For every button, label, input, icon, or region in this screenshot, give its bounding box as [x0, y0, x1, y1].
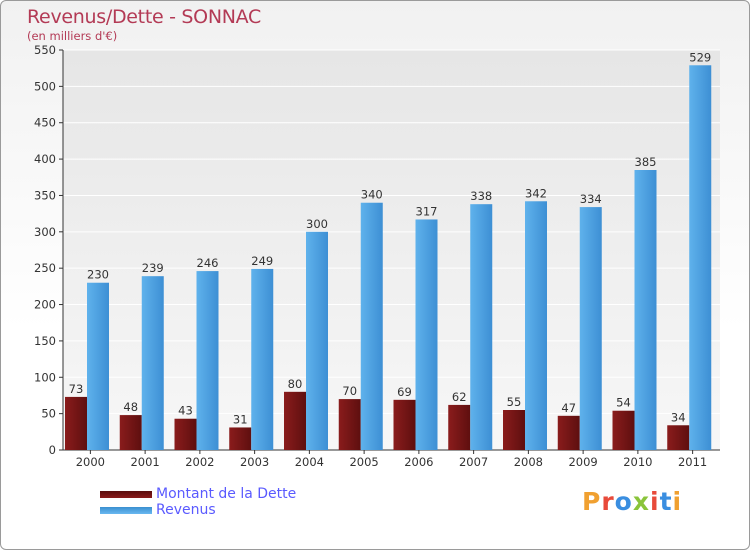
- bar-dette: [557, 415, 580, 450]
- bar-revenus: [196, 271, 219, 450]
- data-label-revenus: 249: [251, 254, 273, 268]
- bar-revenus: [634, 170, 657, 450]
- data-label-revenus: 342: [525, 186, 547, 200]
- data-label-dette: 70: [342, 384, 357, 398]
- x-tick-label: 2004: [295, 455, 324, 469]
- data-label-dette: 34: [671, 410, 686, 424]
- data-label-revenus: 385: [635, 155, 657, 169]
- chart-title: Revenus/Dette - SONNAC: [27, 6, 261, 28]
- bar-dette: [65, 396, 87, 450]
- bar-revenus: [470, 204, 493, 450]
- bar-dette: [448, 404, 471, 450]
- y-tick-label: 350: [34, 188, 56, 202]
- logo-letter: o: [614, 487, 633, 516]
- bar-revenus: [87, 282, 109, 450]
- chart-subtitle: (en milliers d'€): [27, 29, 118, 43]
- data-label-revenus: 230: [87, 268, 109, 282]
- logo-letter: r: [601, 487, 615, 516]
- y-tick-label: 400: [34, 152, 56, 166]
- y-tick-label: 250: [34, 261, 56, 275]
- bar-dette: [229, 427, 252, 450]
- data-label-dette: 31: [233, 412, 248, 426]
- plot-area: [63, 50, 720, 450]
- legend-label-dette: Montant de la Dette: [156, 486, 297, 502]
- bar-dette: [393, 399, 416, 450]
- y-tick-label: 100: [34, 370, 56, 384]
- data-label-dette: 47: [561, 401, 576, 415]
- data-label-revenus: 529: [689, 50, 711, 64]
- bar-dette: [284, 391, 306, 450]
- x-tick-label: 2009: [568, 455, 597, 469]
- logo-letter: i: [672, 487, 683, 516]
- legend-label-revenus: Revenus: [156, 502, 216, 518]
- y-tick-label: 550: [34, 43, 56, 57]
- data-label-revenus: 239: [142, 261, 164, 275]
- legend-swatch-revenus: [100, 506, 152, 514]
- data-label-revenus: 340: [361, 188, 383, 202]
- y-tick-label: 450: [34, 116, 56, 130]
- data-label-dette: 48: [123, 400, 138, 414]
- bar-revenus: [415, 219, 438, 450]
- data-label-dette: 73: [69, 382, 84, 396]
- data-label-dette: 54: [616, 396, 631, 410]
- bar-dette: [174, 418, 197, 450]
- y-tick-label: 500: [34, 79, 56, 93]
- bar-revenus: [360, 202, 383, 450]
- bar-revenus: [689, 65, 712, 450]
- bar-revenus: [251, 268, 274, 450]
- bar-dette: [667, 425, 690, 450]
- bar-revenus: [525, 201, 547, 450]
- data-label-dette: 69: [397, 385, 412, 399]
- bar-dette: [119, 415, 142, 450]
- x-tick-label: 2002: [185, 455, 214, 469]
- y-tick-label: 150: [34, 334, 56, 348]
- bar-dette: [612, 410, 635, 450]
- proxiti-logo: Proxiti: [582, 487, 682, 516]
- data-label-revenus: 246: [197, 256, 219, 270]
- x-tick-label: 2005: [349, 455, 378, 469]
- y-tick-label: 300: [34, 225, 56, 239]
- x-tick-label: 2008: [514, 455, 543, 469]
- logo-letter: P: [582, 487, 602, 516]
- x-tick-label: 2003: [240, 455, 269, 469]
- bar-revenus: [579, 207, 602, 450]
- data-label-revenus: 317: [416, 204, 438, 218]
- legend: Montant de la Dette Revenus: [100, 486, 296, 518]
- bar-dette: [338, 399, 361, 450]
- bar-dette: [503, 410, 525, 450]
- data-label-dette: 43: [178, 404, 193, 418]
- legend-swatch-dette: [100, 490, 152, 498]
- data-label-dette: 80: [288, 377, 303, 391]
- data-label-revenus: 334: [580, 192, 602, 206]
- data-label-dette: 62: [452, 390, 467, 404]
- y-tick-label: 200: [34, 298, 56, 312]
- x-tick-label: 2011: [678, 455, 707, 469]
- x-tick-label: 2006: [404, 455, 433, 469]
- x-tick-label: 2001: [130, 455, 159, 469]
- y-tick-label: 50: [41, 407, 56, 421]
- data-label-revenus: 300: [306, 217, 328, 231]
- x-tick-label: 2010: [623, 455, 652, 469]
- bar-revenus: [141, 276, 164, 450]
- logo-letter: t: [659, 487, 673, 516]
- x-tick-label: 2000: [76, 455, 105, 469]
- y-tick-label: 0: [49, 443, 56, 457]
- logo-letter: i: [650, 487, 660, 516]
- legend-item-revenus: Revenus: [100, 502, 296, 518]
- data-label-revenus: 338: [470, 189, 492, 203]
- x-tick-label: 2007: [459, 455, 488, 469]
- bar-revenus: [306, 231, 328, 450]
- data-label-dette: 55: [507, 395, 522, 409]
- legend-item-dette: Montant de la Dette: [100, 486, 296, 502]
- logo-letter: x: [632, 487, 650, 516]
